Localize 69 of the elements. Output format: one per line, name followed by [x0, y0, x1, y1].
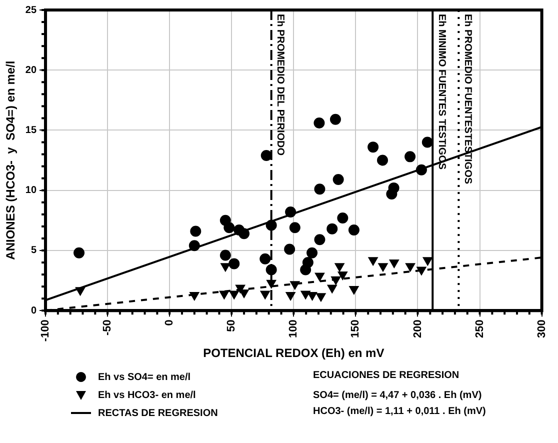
point — [260, 290, 270, 300]
x-axis-title: POTENCIAL REDOX (Eh) en mV — [203, 346, 384, 360]
x-tick-label: -100 — [40, 320, 52, 342]
x-tick-label: 250 — [474, 320, 486, 338]
text: ECUACIONES DE REGRESION — [313, 369, 460, 383]
point — [290, 281, 300, 290]
point — [314, 118, 325, 129]
text: SO4= (me/l) = 4,47 + 0,036 . Eh (mV) — [313, 389, 483, 403]
y-tick-label: 25 — [25, 4, 37, 16]
point — [389, 259, 399, 268]
point — [404, 151, 416, 162]
point — [332, 174, 344, 186]
point — [349, 286, 359, 294]
point — [307, 292, 318, 300]
y-tick-label: 0 — [30, 305, 37, 316]
legend-label: RECTAS DE REGRESION — [98, 408, 218, 418]
point — [220, 263, 230, 272]
y-tick-label: 15 — [25, 124, 37, 136]
y-tick-label: 20 — [25, 64, 37, 76]
x-tick-label: -50 — [102, 320, 114, 336]
x-tick-label: 150 — [350, 320, 362, 338]
point — [327, 284, 337, 294]
point — [416, 266, 426, 276]
point — [326, 223, 338, 234]
ref-line-label: Eh MINIMO FUENTES TESTIGOS — [436, 14, 447, 170]
point — [368, 257, 378, 266]
point — [224, 222, 235, 234]
point — [338, 272, 348, 280]
point — [368, 142, 379, 153]
point — [405, 263, 416, 272]
point — [330, 114, 341, 125]
point — [220, 250, 231, 261]
x-tick-label: 100 — [288, 320, 300, 338]
point — [378, 263, 388, 272]
point — [289, 222, 300, 234]
point — [228, 258, 240, 270]
point — [260, 150, 272, 161]
x-tick-label: 200 — [412, 320, 424, 338]
point — [229, 290, 239, 300]
point — [314, 272, 325, 282]
point — [314, 234, 326, 246]
point — [334, 263, 344, 272]
point — [422, 136, 433, 148]
point — [337, 212, 348, 224]
y-tick-label: 5 — [30, 245, 37, 256]
x-tick-label: 50 — [226, 320, 238, 332]
legend-label: Eh vs HCO3- en me/l — [98, 390, 196, 400]
ref-line-label: Eh PROMEDIO FUENTESTESTIGOS — [462, 14, 473, 184]
y-axis-title: ANIONES (HCO3- y SO4=) en me/l — [4, 60, 18, 260]
point — [376, 154, 388, 166]
y-tick-label: 10 — [25, 185, 37, 196]
ref-line-label: Eh PROMEDIO DEL PERIODO — [274, 14, 286, 156]
point — [260, 253, 271, 264]
point — [284, 244, 296, 255]
point — [306, 247, 318, 258]
point — [74, 247, 85, 258]
point — [286, 292, 296, 300]
point — [190, 226, 202, 237]
x-tick-label: 0 — [164, 320, 176, 326]
point — [314, 184, 326, 195]
legend-label: Eh vs SO4= en me/l — [98, 372, 191, 382]
point — [386, 188, 398, 200]
text: HCO3- (me/l) = 1,11 + 0,011 . Eh (mV) — [313, 405, 486, 419]
point — [348, 224, 360, 236]
point — [266, 280, 276, 288]
point — [316, 293, 326, 302]
x-tick-label: 300 — [536, 320, 548, 338]
point — [300, 264, 312, 276]
point — [422, 257, 432, 266]
